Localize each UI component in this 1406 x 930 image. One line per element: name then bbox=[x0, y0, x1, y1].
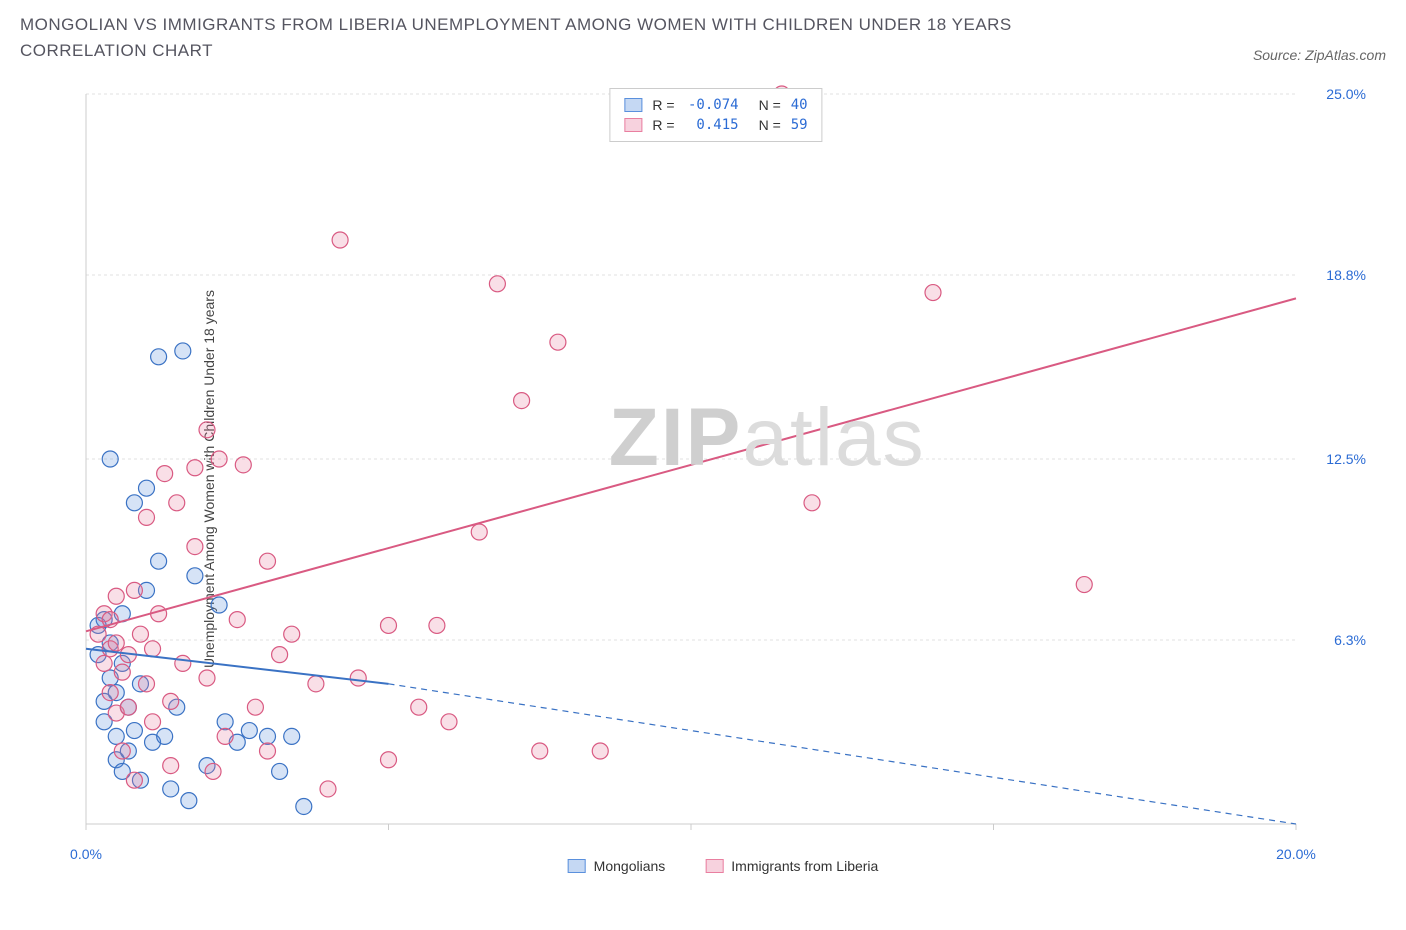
legend-label: Mongolians bbox=[594, 858, 666, 874]
scatter-plot-svg bbox=[76, 84, 1356, 854]
x-tick-label: 0.0% bbox=[70, 846, 102, 862]
stats-n-value: 59 bbox=[791, 117, 808, 133]
legend-swatch bbox=[568, 859, 586, 873]
stats-n-label: N = bbox=[759, 97, 781, 113]
y-tick-label: 25.0% bbox=[1326, 86, 1366, 102]
legend: Mongolians Immigrants from Liberia bbox=[568, 858, 879, 874]
chart-title: MONGOLIAN VS IMMIGRANTS FROM LIBERIA UNE… bbox=[20, 12, 1120, 63]
stats-row: R = 0.415 N = 59 bbox=[624, 115, 807, 135]
stats-n-label: N = bbox=[759, 117, 781, 133]
y-tick-label: 18.8% bbox=[1326, 267, 1366, 283]
chart-area: Unemployment Among Women with Children U… bbox=[58, 84, 1388, 874]
stats-row: R = -0.074 N = 40 bbox=[624, 95, 807, 115]
y-tick-label: 6.3% bbox=[1334, 632, 1366, 648]
source-attribution: Source: ZipAtlas.com bbox=[1253, 47, 1386, 63]
stats-r-value: 0.415 bbox=[685, 117, 739, 133]
stats-r-value: -0.074 bbox=[685, 97, 739, 113]
legend-label: Immigrants from Liberia bbox=[731, 858, 878, 874]
stats-r-label: R = bbox=[652, 97, 674, 113]
x-tick-label: 20.0% bbox=[1276, 846, 1316, 862]
legend-item: Mongolians bbox=[568, 858, 666, 874]
legend-item: Immigrants from Liberia bbox=[705, 858, 878, 874]
stats-swatch bbox=[624, 98, 642, 112]
y-tick-label: 12.5% bbox=[1326, 451, 1366, 467]
stats-n-value: 40 bbox=[791, 97, 808, 113]
stats-r-label: R = bbox=[652, 117, 674, 133]
title-bar: MONGOLIAN VS IMMIGRANTS FROM LIBERIA UNE… bbox=[0, 0, 1406, 71]
stats-box: R = -0.074 N = 40 R = 0.415 N = 59 bbox=[609, 88, 822, 142]
legend-swatch bbox=[705, 859, 723, 873]
plot-region: ZIPatlas R =-0.074N =40R =0.415N =59 6.3… bbox=[76, 84, 1356, 854]
stats-swatch bbox=[624, 118, 642, 132]
